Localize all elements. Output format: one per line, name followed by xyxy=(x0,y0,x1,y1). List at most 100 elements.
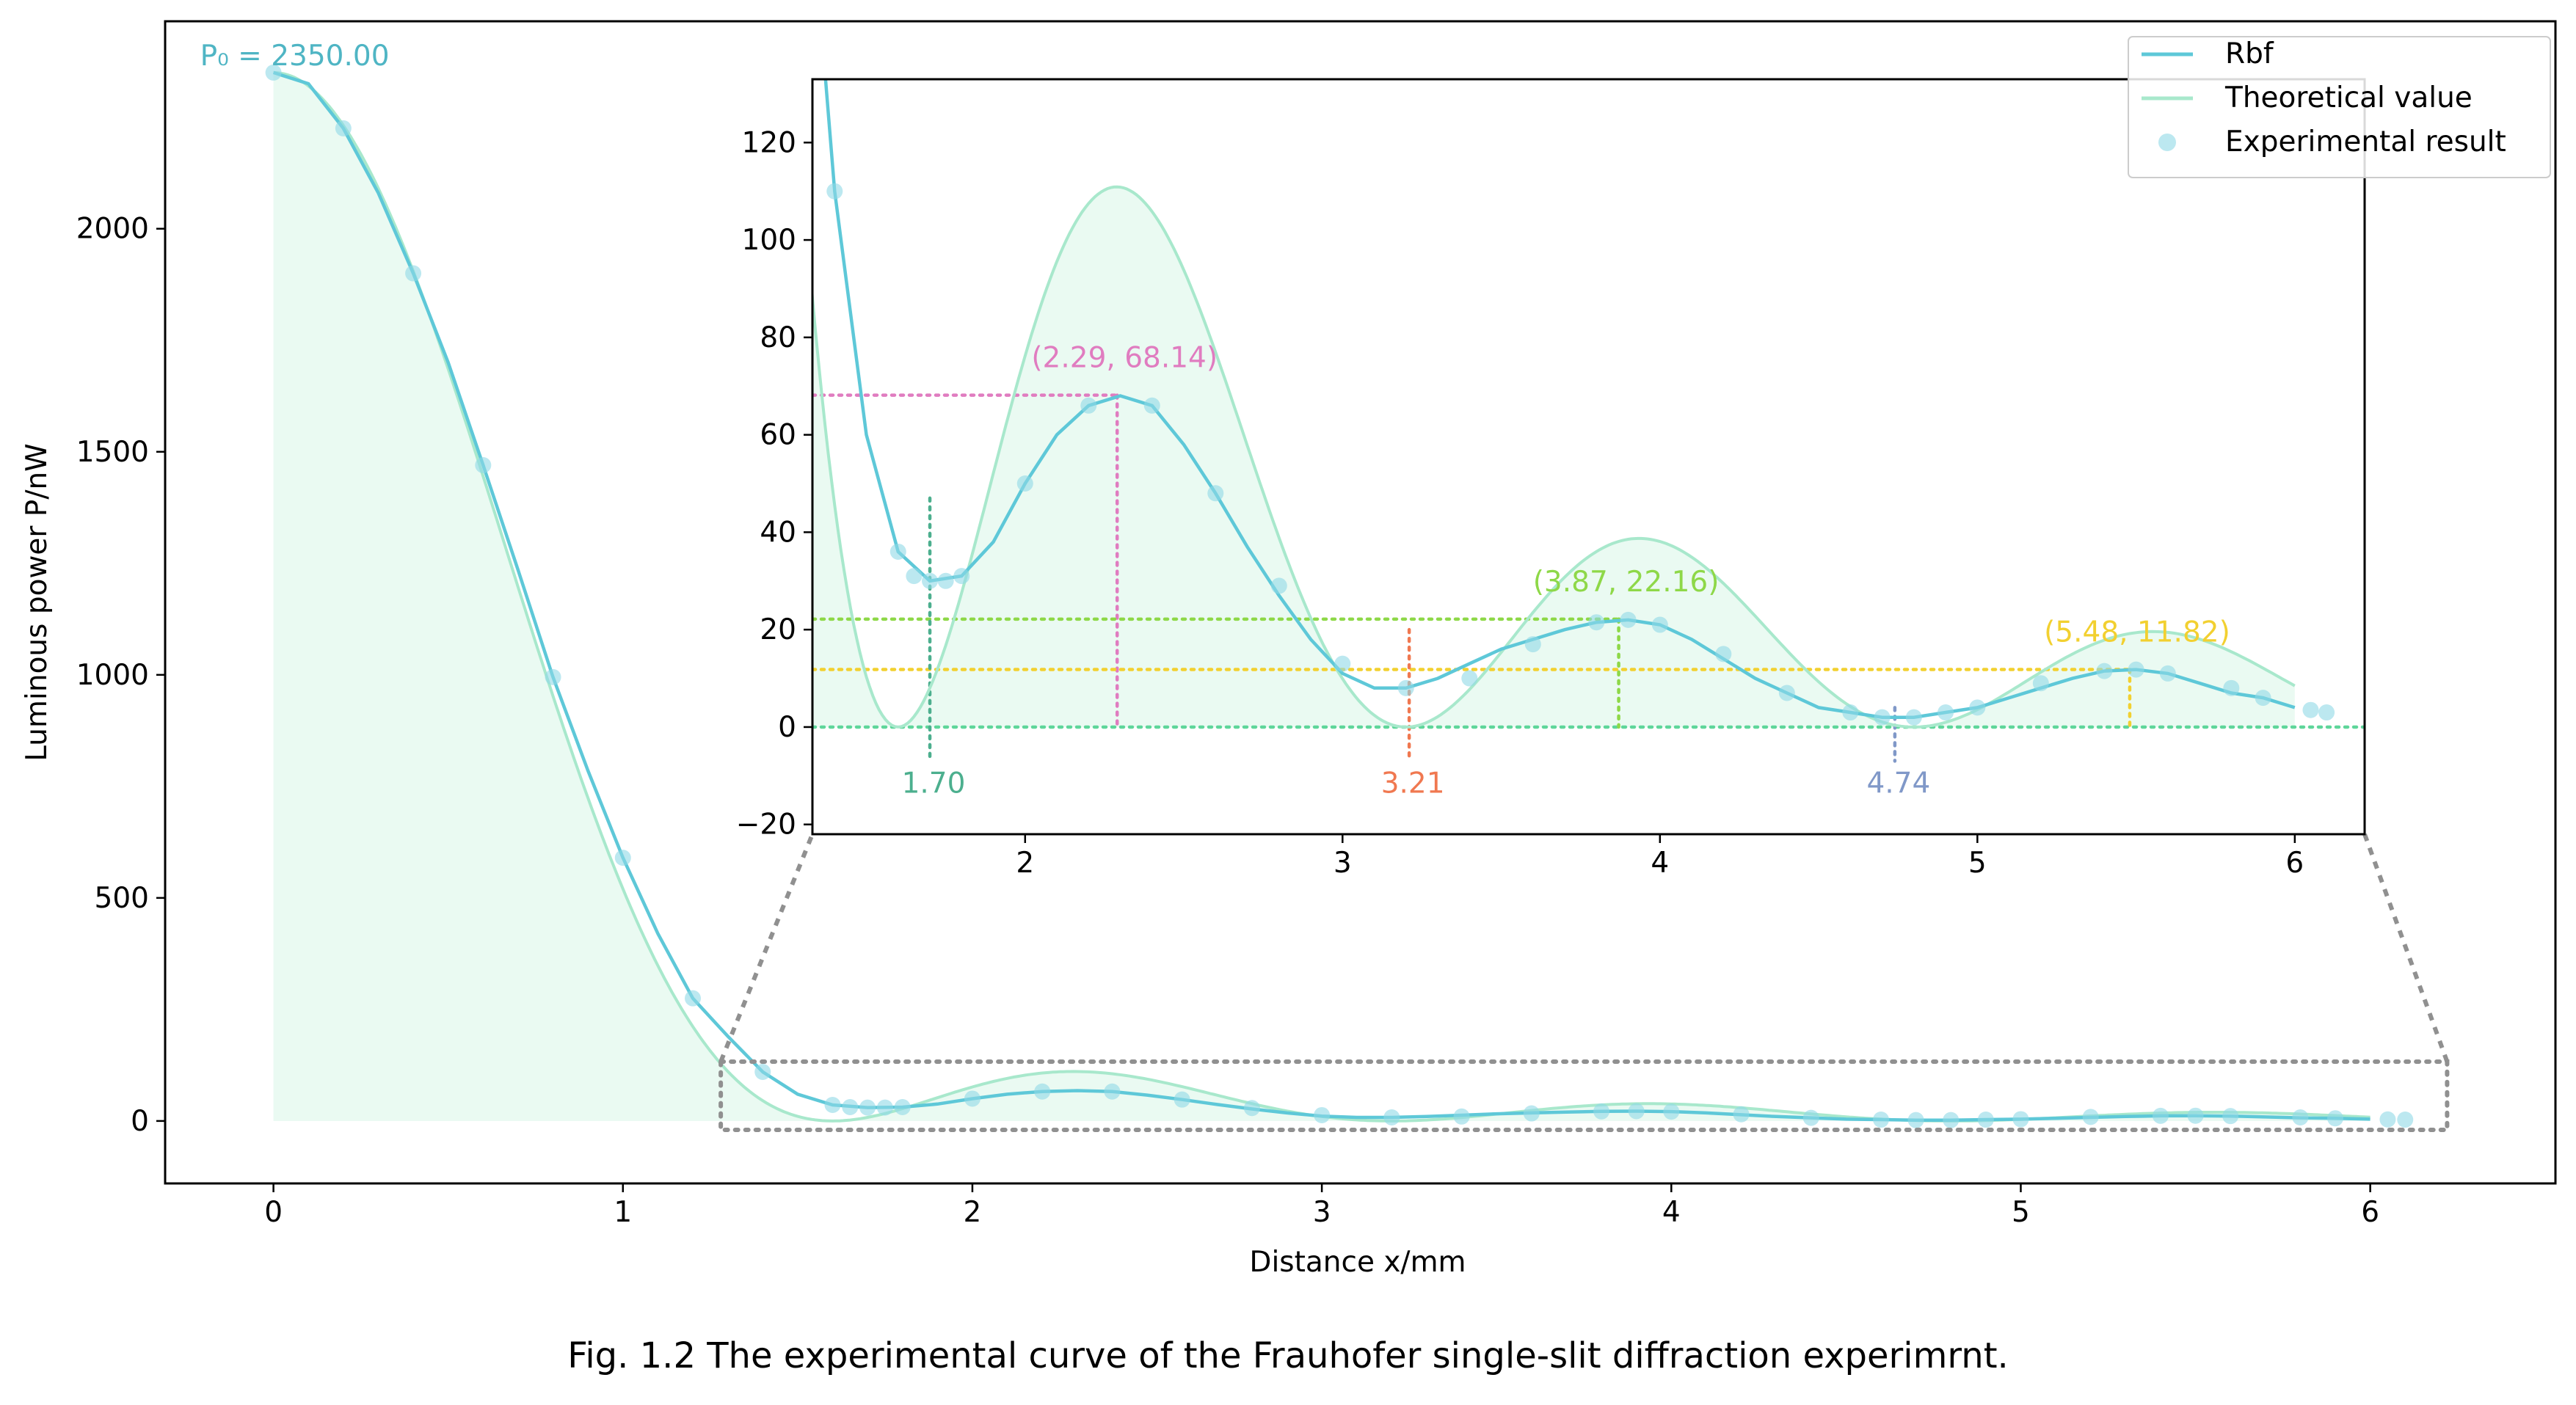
inset-x-axis-ticks: 2 3 4 5 6 xyxy=(1016,834,2304,880)
inset-experimental-point xyxy=(1620,611,1637,628)
main-experimental-point xyxy=(614,850,631,866)
inset-experimental-point xyxy=(1270,577,1287,594)
inset-experimental-point xyxy=(1397,679,1414,696)
main-experimental-point xyxy=(1943,1112,1960,1128)
inset-experimental-point xyxy=(1588,614,1605,631)
main-experimental-point xyxy=(1593,1103,1610,1120)
inset-y-tick-label: 0 xyxy=(778,711,796,744)
inset-experimental-point xyxy=(2223,679,2240,696)
inset-experimental-point xyxy=(922,572,939,589)
main-experimental-point xyxy=(2327,1110,2344,1127)
main-y-axis-ticks: 0 500 1000 1500 2000 xyxy=(76,213,165,1138)
inset-experimental-point xyxy=(1874,709,1891,726)
main-experimental-point xyxy=(754,1063,771,1080)
main-experimental-point xyxy=(894,1099,911,1116)
peak-label: (5.48, 11.82) xyxy=(2044,616,2230,649)
legend-entry-label: Experimental result xyxy=(2225,125,2506,158)
inset-y-axis-ticks: −20 0 20 40 60 80 100 120 xyxy=(736,126,812,842)
inset-y-tick-label: 120 xyxy=(742,126,796,159)
main-theory-fill xyxy=(273,72,2371,1121)
inset-experimental-point xyxy=(1080,397,1097,414)
zoom-rectangle xyxy=(718,1059,2450,1133)
main-experimental-point xyxy=(1453,1108,1470,1125)
main-experimental-point xyxy=(2379,1111,2396,1128)
main-plot-frame xyxy=(164,20,2557,1185)
inset-experimental-point xyxy=(1905,709,1922,726)
inset-experimental-point xyxy=(1334,655,1351,672)
main-experimental-point xyxy=(265,64,282,81)
main-experimental-point xyxy=(842,1099,859,1116)
main-x-tick-label: 5 xyxy=(2012,1196,2030,1229)
p0-annotation: P₀ = 2350.00 xyxy=(200,40,390,73)
inset-experimental-point xyxy=(1651,616,1668,633)
main-y-tick-label: 2000 xyxy=(76,213,149,246)
main-experimental-point xyxy=(1872,1112,1889,1128)
minimum-label: 1.70 xyxy=(902,767,966,800)
peak-label: (2.29, 68.14) xyxy=(1031,342,1218,375)
inset-experimental-point xyxy=(2318,704,2335,721)
main-x-tick-label: 1 xyxy=(614,1196,632,1229)
zoom-connector-left xyxy=(718,833,815,1063)
main-experimental-point xyxy=(1663,1103,1680,1120)
inset-experimental-point xyxy=(2096,663,2113,679)
inset-y-tick-label: 80 xyxy=(760,321,796,354)
main-experimental-point xyxy=(1977,1112,1994,1128)
inset-experimental-point xyxy=(1016,475,1033,492)
main-experimental-point xyxy=(1733,1106,1750,1123)
main-scatter-points xyxy=(265,64,2414,1128)
inset-experimental-point xyxy=(826,183,843,200)
inset-experimental-point xyxy=(2255,690,2271,707)
main-x-tick-label: 4 xyxy=(1662,1196,1681,1229)
main-x-tick-label: 3 xyxy=(1313,1196,1331,1229)
main-experimental-point xyxy=(2152,1107,2169,1124)
inset-y-tick-label: 100 xyxy=(742,224,796,257)
inset-theory-fill xyxy=(812,186,2295,727)
inset-experimental-point xyxy=(1461,670,1478,687)
inset-experimental-point xyxy=(1143,397,1160,414)
main-experimental-point xyxy=(2187,1107,2204,1124)
inset-experimental-point xyxy=(1207,485,1224,502)
inset-plot-frame xyxy=(811,78,2366,836)
main-y-tick-label: 0 xyxy=(131,1105,149,1138)
main-experimental-point xyxy=(545,668,561,685)
main-experimental-point xyxy=(2222,1108,2239,1125)
inset-guide-lines xyxy=(812,393,2365,763)
legend-experimental-swatch xyxy=(2158,134,2176,151)
main-experimental-point xyxy=(1104,1083,1121,1100)
main-experimental-point xyxy=(1243,1100,1260,1117)
inset-experimental-point xyxy=(1969,699,1986,716)
inset-experimental-point xyxy=(2302,701,2319,718)
inset-experimental-point xyxy=(906,568,923,585)
legend-frame xyxy=(2128,36,2551,178)
inset-y-tick-label: 20 xyxy=(760,613,796,646)
inset-experimental-point xyxy=(2159,665,2176,682)
inset-experimental-point xyxy=(1938,704,1954,721)
figure-caption: Fig. 1.2 The experimental curve of the F… xyxy=(567,1335,2009,1376)
main-experimental-point xyxy=(1034,1083,1051,1100)
inset-fill-area xyxy=(812,186,2295,727)
inset-y-tick-label: −20 xyxy=(736,809,796,842)
legend-entry-label: Rbf xyxy=(2225,37,2274,70)
legend-entry-label: Theoretical value xyxy=(2224,81,2473,114)
inset-point-labels: (2.29, 68.14) (3.87, 22.16) (5.48, 11.82) 1… xyxy=(902,342,2230,800)
inset-experimental-point xyxy=(953,568,970,585)
main-experimental-point xyxy=(1314,1106,1331,1123)
main-x-tick-label: 0 xyxy=(264,1196,283,1229)
main-experimental-point xyxy=(824,1096,841,1113)
inset-experimental-point xyxy=(2032,675,2049,692)
inset-x-tick-label: 2 xyxy=(1016,847,1034,880)
zoom-connector-right xyxy=(2362,833,2450,1063)
inset-x-tick-label: 6 xyxy=(2285,847,2304,880)
main-experimental-point xyxy=(335,120,352,136)
inset-x-tick-label: 4 xyxy=(1651,847,1669,880)
inset-experimental-point xyxy=(1778,685,1795,701)
main-experimental-point xyxy=(1628,1103,1645,1120)
inset-experimental-point xyxy=(1524,636,1541,653)
inset-experimental-point xyxy=(889,543,906,560)
main-experimental-point xyxy=(876,1099,893,1116)
main-experimental-point xyxy=(1174,1091,1190,1108)
main-experimental-point xyxy=(1802,1109,1819,1126)
main-x-axis-ticks: 0 1 2 3 4 5 6 xyxy=(264,1183,2379,1229)
main-experimental-point xyxy=(2397,1112,2414,1128)
